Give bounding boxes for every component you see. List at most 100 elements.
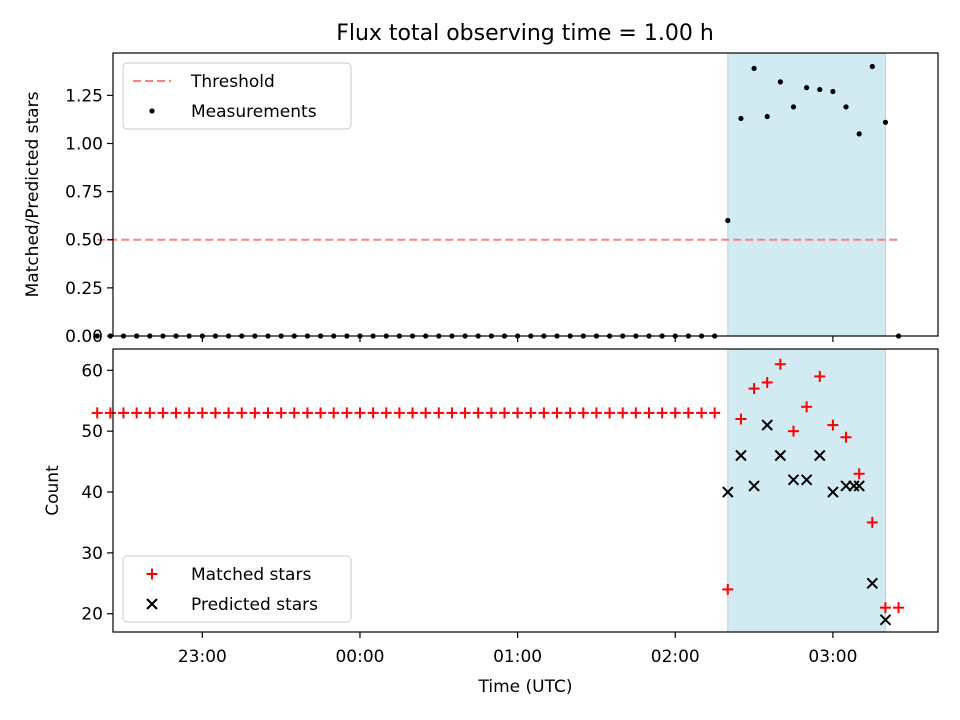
marker-stroke-d2 [800, 474, 813, 486]
x-tick-label: 03:00 [808, 647, 857, 667]
matched-star-marker [761, 376, 773, 388]
predicted-star-marker [774, 449, 787, 462]
matched-star-marker [840, 431, 852, 443]
measurement-point [764, 113, 770, 120]
legend-box [122, 555, 352, 623]
marker-stroke-d2 [146, 598, 158, 610]
series-predicted-stars [722, 419, 892, 626]
observing-window-span [727, 348, 886, 633]
y-tick-label: 1.25 [65, 86, 103, 106]
matched-star-marker [144, 407, 156, 419]
y-tick-label: 30 [81, 544, 103, 564]
marker-stroke-d2 [748, 480, 760, 492]
measurement-point [882, 119, 889, 125]
matched-star-marker [643, 407, 655, 419]
axes-frame [112, 52, 939, 337]
matched-star-marker [893, 602, 905, 614]
axes-frame [112, 348, 939, 633]
matched-star-marker [696, 407, 708, 419]
matched-star-marker [551, 407, 563, 419]
figure-title: Flux total observing time = 1.00 h [336, 21, 714, 46]
matched-star-marker [183, 407, 195, 419]
matched-star-marker [131, 407, 143, 419]
matched-star-marker [328, 407, 340, 419]
matched-star-marker [748, 383, 760, 395]
measurement-point [830, 88, 836, 95]
matched-star-marker [249, 407, 261, 419]
y-tick-label: 0.75 [65, 183, 103, 203]
predicted-star-marker [814, 449, 826, 462]
matched-star-marker [472, 407, 484, 419]
marker-stroke-d2 [879, 614, 892, 626]
predicted-star-marker [866, 577, 879, 590]
y-tick-label: 60 [81, 361, 103, 381]
marker-stroke-d2 [774, 449, 787, 462]
legend-measurement-swatch [149, 108, 155, 114]
matched-star-marker [577, 407, 589, 419]
marker-stroke-d2 [735, 449, 747, 462]
marker-stroke-d2 [761, 419, 773, 431]
matched-star-marker [617, 407, 629, 419]
predicted-star-marker [800, 474, 813, 486]
legend-label: Threshold [190, 72, 275, 92]
legend-label: Matched stars [191, 565, 311, 585]
matched-star-marker [485, 407, 497, 419]
marker-stroke-d2 [853, 480, 865, 492]
matched-star-marker [774, 358, 786, 370]
matched-star-marker [525, 407, 537, 419]
matched-star-marker [380, 407, 392, 419]
marker-stroke-d2 [722, 486, 734, 498]
measurement-point [843, 104, 849, 110]
predicted-star-marker [748, 480, 760, 492]
matched-star-marker [301, 407, 313, 419]
matched-star-marker [512, 407, 524, 419]
y-axis-label: Count [43, 465, 63, 516]
y-tick-label: 0.00 [65, 327, 103, 347]
matched-star-marker [564, 407, 576, 419]
y-tick-label: 40 [81, 483, 103, 503]
matched-star-marker [827, 419, 839, 431]
matched-star-marker [459, 407, 471, 419]
measurement-point [804, 85, 810, 91]
measurement-point [856, 131, 862, 137]
measurement-point [738, 115, 744, 122]
series-matched-stars [91, 358, 905, 614]
matched-star-marker [682, 407, 694, 419]
matched-star-marker [91, 407, 103, 419]
matched-star-marker [393, 407, 405, 419]
matched-star-marker [814, 370, 826, 382]
legend-predicted-swatch [146, 598, 158, 610]
y-tick-label: 0.25 [65, 279, 103, 299]
matched-star-marker [315, 407, 327, 419]
predicted-star-marker [722, 486, 734, 498]
matched-star-marker [223, 407, 235, 419]
predicted-star-marker [853, 480, 865, 492]
matched-star-marker [590, 407, 602, 419]
measurement-point [817, 86, 823, 93]
x-tick-label: 23:00 [178, 647, 227, 667]
measurement-point [869, 63, 875, 70]
matched-star-marker [367, 407, 379, 419]
matched-star-marker [236, 407, 248, 419]
observing-window-span [727, 52, 886, 337]
predicted-star-marker [761, 419, 773, 431]
marker-stroke-d2 [814, 449, 826, 462]
matched-star-marker [630, 407, 642, 419]
matched-star-marker [275, 407, 287, 419]
predicted-star-marker [735, 449, 747, 462]
matched-star-marker [669, 407, 681, 419]
marker-stroke-d2 [866, 577, 879, 590]
matched-star-marker [787, 425, 799, 437]
y-tick-label: 1.00 [65, 134, 103, 154]
legend-label: Measurements [191, 102, 317, 122]
matched-star-marker [853, 468, 865, 480]
matched-star-marker [604, 407, 616, 419]
y-tick-label: 20 [81, 605, 103, 625]
matched-star-marker [866, 516, 878, 528]
measurement-point [725, 217, 731, 224]
matched-star-marker [354, 407, 366, 419]
marker-stroke-d2 [787, 474, 800, 486]
legend: Threshold Measurements [122, 62, 352, 130]
matched-star-marker [498, 407, 510, 419]
matched-star-marker [196, 407, 208, 419]
